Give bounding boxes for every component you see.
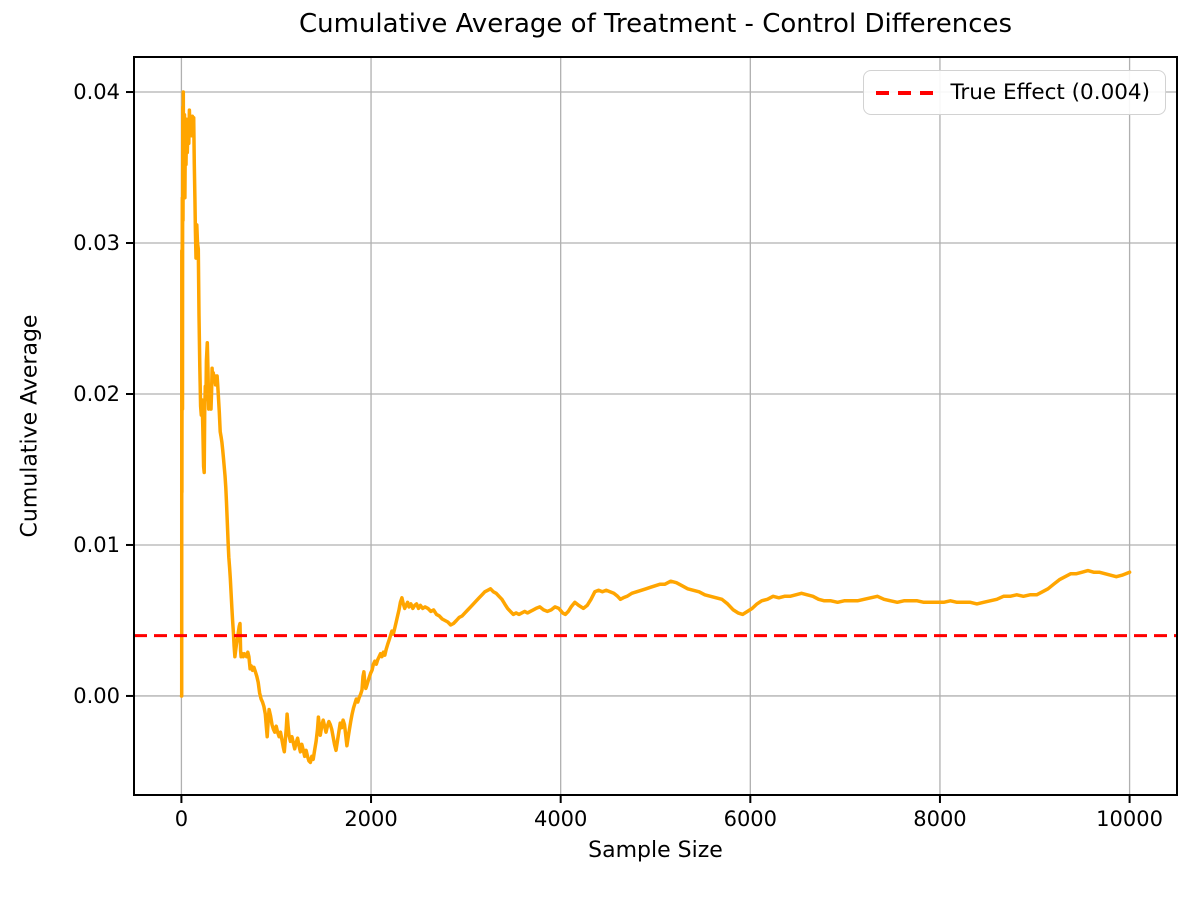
svg-text:0.04: 0.04 (73, 80, 120, 104)
svg-text:0.02: 0.02 (73, 382, 120, 406)
chart-title: Cumulative Average of Treatment - Contro… (298, 9, 1013, 39)
svg-text:0.01: 0.01 (73, 533, 120, 557)
x-axis-label: Sample Size (588, 838, 723, 863)
svg-text:10000: 10000 (1096, 807, 1163, 831)
legend: True Effect (0.004) (863, 70, 1166, 115)
svg-text:0.03: 0.03 (73, 231, 120, 255)
svg-text:8000: 8000 (913, 807, 966, 831)
svg-text:0: 0 (175, 807, 188, 831)
series-line (179, 90, 1132, 765)
grid-lines (134, 57, 1177, 795)
svg-text:6000: 6000 (724, 807, 777, 831)
axes-spines (133, 56, 1178, 796)
legend-label: True Effect (0.004) (950, 80, 1150, 105)
svg-text:0.00: 0.00 (73, 684, 120, 708)
svg-text:2000: 2000 (344, 807, 397, 831)
svg-text:4000: 4000 (534, 807, 587, 831)
tick-labels: 0 2000 4000 6000 8000 10000 0.00 0.01 0.02 0.03 0.… (73, 80, 1163, 831)
tick-marks (126, 91, 1131, 803)
dashed-line-swatch (876, 90, 934, 95)
